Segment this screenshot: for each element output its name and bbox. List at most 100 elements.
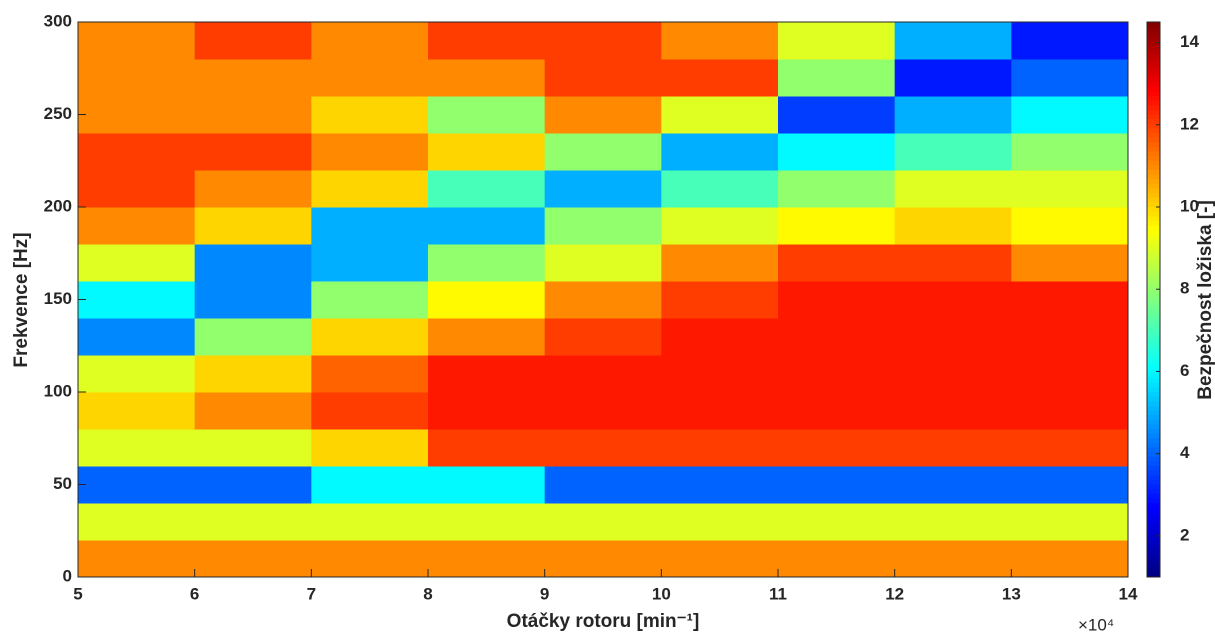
cell [311,244,429,282]
x-tick-label: 7 [307,584,316,603]
cell [78,22,196,60]
cell [894,540,1012,578]
colorbar-segment [1147,253,1160,259]
cell [194,281,312,319]
y-tick-label: 100 [44,381,72,400]
cell [544,503,662,541]
cell [78,355,196,393]
colorbar-segment [1147,299,1160,305]
x-tick-label: 13 [1002,584,1021,603]
cell [894,133,1012,171]
colorbar-segment [1147,405,1160,411]
cell [311,540,429,578]
colorbar-segment [1147,239,1160,245]
cell [778,170,896,208]
colorbar-segment [1147,313,1160,319]
y-tick-label: 0 [63,566,72,585]
colorbar-segment [1147,438,1160,444]
colorbar-segment [1147,526,1160,532]
colorbar-segment [1147,72,1160,78]
cell [778,281,896,319]
cell [194,170,312,208]
cell [778,22,896,60]
colorbar-segment [1147,452,1160,458]
colorbar-tick-label: 8 [1180,279,1189,298]
colorbar-segment [1147,63,1160,69]
cell [194,207,312,245]
cell [544,22,662,60]
cell [661,59,779,97]
colorbar-segment [1147,77,1160,83]
colorbar-segment [1147,424,1160,430]
colorbar-segment [1147,257,1160,263]
colorbar-segment [1147,540,1160,546]
cell [894,96,1012,134]
colorbar-segment [1147,151,1160,157]
cell [194,318,312,356]
cell [1011,244,1129,282]
colorbar-segment [1147,146,1160,152]
cell [544,59,662,97]
cell [661,281,779,319]
colorbar-segment [1147,156,1160,162]
colorbar-segment [1147,276,1160,282]
cell [311,429,429,467]
cell [311,503,429,541]
colorbar-segment [1147,133,1160,139]
colorbar-segment [1147,419,1160,425]
cell [194,59,312,97]
cell [778,244,896,282]
cell [428,318,546,356]
colorbar-segment [1147,91,1160,97]
cell [78,207,196,245]
cell [1011,429,1129,467]
colorbar-segment [1147,68,1160,74]
cell [428,540,546,578]
cell [1011,207,1129,245]
cell [661,207,779,245]
cell [428,96,546,134]
colorbar-segment [1147,137,1160,143]
cell [428,429,546,467]
colorbar-segment [1147,114,1160,120]
colorbar-segment [1147,466,1160,472]
colorbar-segment [1147,429,1160,435]
colorbar-segment [1147,170,1160,176]
colorbar-segment [1147,308,1160,314]
cell [194,392,312,430]
x-multiplier: ×10⁴ [1078,615,1114,634]
cell [311,207,429,245]
cell [428,466,546,504]
colorbar-segment [1147,188,1160,194]
colorbar-tick-label: 14 [1180,32,1199,51]
cell [78,170,196,208]
cell [778,318,896,356]
cell [311,22,429,60]
colorbar-segment [1147,461,1160,467]
cell [194,133,312,171]
cell [1011,318,1129,356]
colorbar-segment [1147,521,1160,527]
cell [78,429,196,467]
cell [894,281,1012,319]
colorbar-segment [1147,193,1160,199]
cell [194,466,312,504]
cell [778,96,896,134]
cell [194,355,312,393]
cell [428,503,546,541]
cell [778,392,896,430]
colorbar-label: Bezpečnost ložiska [-] [1195,200,1215,400]
colorbar-segment [1147,382,1160,388]
cell [894,170,1012,208]
cell [544,392,662,430]
cell [1011,22,1129,60]
colorbar-segment [1147,516,1160,522]
cell [311,96,429,134]
colorbar-segment [1147,373,1160,379]
colorbar-segment [1147,336,1160,342]
y-tick-label: 150 [44,289,72,308]
colorbar-segment [1147,558,1160,564]
colorbar-segment [1147,345,1160,351]
cell [194,503,312,541]
cell [544,133,662,171]
